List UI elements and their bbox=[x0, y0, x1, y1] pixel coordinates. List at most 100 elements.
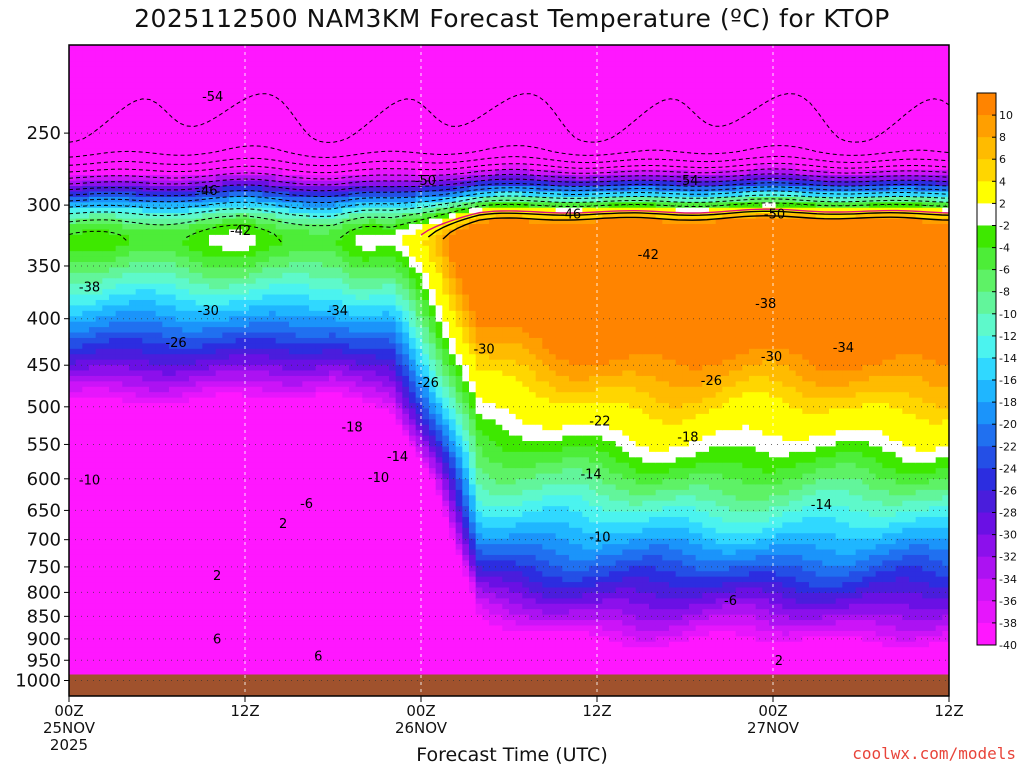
temp-cell bbox=[122, 213, 130, 220]
temp-cell bbox=[295, 72, 303, 79]
temp-cell bbox=[295, 592, 303, 599]
temp-cell bbox=[249, 158, 257, 165]
temp-cell bbox=[215, 186, 223, 193]
temp-cell bbox=[215, 506, 223, 513]
temp-cell bbox=[135, 310, 143, 317]
temp-cell bbox=[109, 506, 117, 513]
temp-cell bbox=[202, 66, 210, 73]
temp-cell bbox=[202, 365, 210, 372]
temp-cell bbox=[129, 522, 137, 529]
temp-cell bbox=[175, 663, 183, 670]
temp-cell bbox=[315, 630, 323, 637]
temp-cell bbox=[302, 365, 310, 372]
temp-cell bbox=[149, 576, 157, 583]
temp-cell bbox=[129, 370, 137, 377]
temp-cell bbox=[175, 554, 183, 561]
temp-cell bbox=[149, 164, 157, 171]
temp-cell bbox=[229, 576, 237, 583]
temp-cell bbox=[222, 430, 230, 437]
temp-cell bbox=[315, 479, 323, 486]
temp-cell bbox=[275, 327, 283, 334]
temp-cell bbox=[135, 620, 143, 627]
temp-cell bbox=[189, 55, 197, 62]
temp-cell bbox=[175, 457, 183, 464]
temp-cell bbox=[69, 348, 77, 355]
temp-cell bbox=[102, 658, 110, 665]
temp-cell bbox=[202, 430, 210, 437]
temp-cell bbox=[175, 549, 183, 556]
temp-cell bbox=[122, 316, 130, 323]
temp-cell bbox=[322, 153, 330, 160]
temp-cell bbox=[182, 158, 190, 165]
temp-cell bbox=[255, 196, 263, 203]
temp-cell bbox=[335, 191, 343, 198]
temp-cell bbox=[249, 207, 257, 214]
temp-cell bbox=[262, 538, 270, 545]
temp-cell bbox=[142, 582, 150, 589]
temp-cell bbox=[342, 354, 350, 361]
temp-cell bbox=[95, 641, 103, 648]
temp-cell bbox=[249, 663, 257, 670]
temp-cell bbox=[309, 381, 317, 388]
temp-cell bbox=[95, 180, 103, 187]
temp-cell bbox=[302, 115, 310, 122]
temp-cell bbox=[129, 348, 137, 355]
temp-cell bbox=[149, 587, 157, 594]
temp-cell bbox=[149, 207, 157, 214]
temp-cell bbox=[335, 332, 343, 339]
temp-cell bbox=[235, 148, 243, 155]
temp-cell bbox=[142, 533, 150, 540]
temp-cell bbox=[75, 511, 83, 518]
temp-cell bbox=[235, 245, 243, 252]
temp-cell bbox=[175, 446, 183, 453]
temp-cell bbox=[209, 576, 217, 583]
temp-cell bbox=[289, 137, 297, 144]
temp-cell bbox=[275, 77, 283, 84]
temp-cell bbox=[122, 614, 130, 621]
temp-cell bbox=[69, 272, 77, 279]
temp-cell bbox=[255, 663, 263, 670]
temp-cell bbox=[215, 153, 223, 160]
temp-cell bbox=[309, 262, 317, 269]
temp-cell bbox=[189, 441, 197, 448]
temp-cell bbox=[295, 403, 303, 410]
temp-cell bbox=[189, 186, 197, 193]
temp-cell bbox=[329, 332, 337, 339]
temp-cell bbox=[289, 630, 297, 637]
temp-cell bbox=[222, 571, 230, 578]
temp-cell bbox=[202, 658, 210, 665]
temp-cell bbox=[169, 527, 177, 534]
temp-cell bbox=[195, 397, 203, 404]
temp-cell bbox=[275, 158, 283, 165]
temp-cell bbox=[182, 234, 190, 241]
temp-cell bbox=[182, 153, 190, 160]
temp-cell bbox=[102, 104, 110, 111]
temp-cell bbox=[135, 473, 143, 480]
temp-cell bbox=[282, 180, 290, 187]
temp-cell bbox=[142, 202, 150, 209]
temp-cell bbox=[329, 104, 337, 111]
temp-cell bbox=[322, 495, 330, 502]
temp-cell bbox=[169, 576, 177, 583]
temp-cell bbox=[255, 451, 263, 458]
temp-cell bbox=[195, 370, 203, 377]
temp-cell bbox=[75, 419, 83, 426]
temp-cell bbox=[335, 218, 343, 225]
temp-cell bbox=[235, 316, 243, 323]
temp-cell bbox=[322, 359, 330, 366]
temp-cell bbox=[82, 647, 90, 654]
temp-cell bbox=[109, 365, 117, 372]
temp-cell bbox=[322, 142, 330, 149]
temp-cell bbox=[235, 299, 243, 307]
temp-cell bbox=[209, 598, 217, 605]
temp-cell bbox=[202, 283, 210, 290]
temp-cell bbox=[189, 560, 197, 567]
temp-cell bbox=[335, 430, 343, 437]
temp-cell bbox=[322, 337, 330, 344]
temp-cell bbox=[222, 294, 230, 301]
temp-cell bbox=[129, 549, 137, 556]
temp-cell bbox=[275, 283, 283, 290]
temp-cell bbox=[209, 392, 217, 399]
temp-cell bbox=[82, 413, 90, 420]
temp-cell bbox=[275, 609, 283, 616]
